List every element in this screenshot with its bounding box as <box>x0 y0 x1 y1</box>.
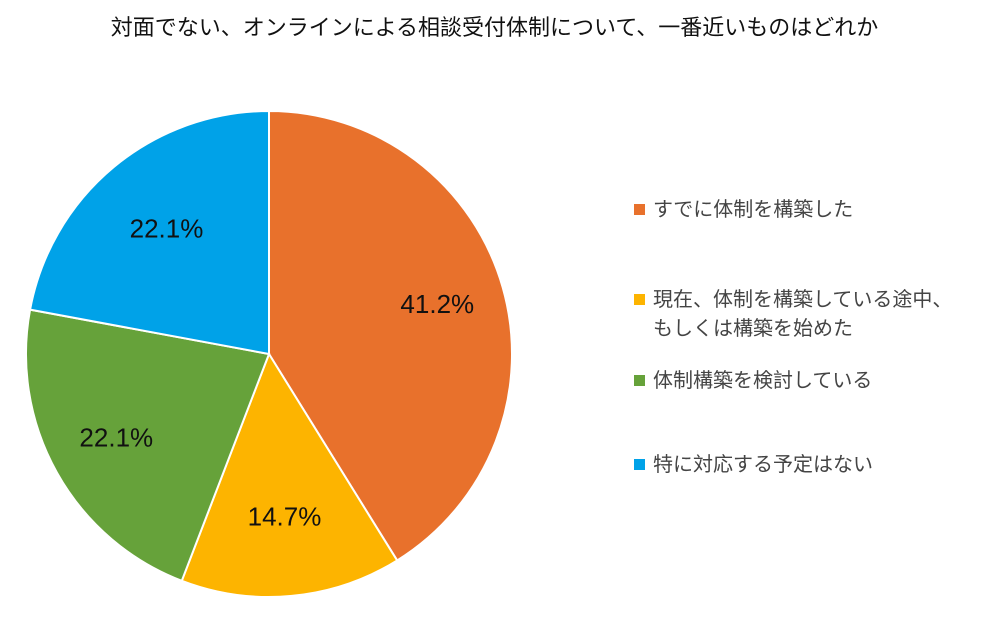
legend-item-no-plan: 特に対応する予定はない <box>634 450 873 479</box>
legend-item-in-progress: 現在、体制を構築している途中、 もしくは構築を始めた <box>634 285 952 343</box>
legend-label: すでに体制を構築した <box>653 197 854 221</box>
legend-swatch-icon <box>634 459 645 470</box>
legend-swatch-icon <box>634 375 645 386</box>
legend-swatch-icon <box>634 204 645 215</box>
data-label-in-progress: 14.7% <box>248 501 322 531</box>
chart-title: 対面でない、オンラインによる相談受付体制について、一番近いものはどれか <box>110 16 879 41</box>
pie-slice-no-plan <box>28 109 270 356</box>
legend-label: 体制構築を検討している <box>653 368 873 392</box>
data-label-no-plan: 22.1% <box>130 214 204 244</box>
pie-data-labels: 41.2% 14.7% 22.1% 22.1% <box>79 214 474 532</box>
pie-slice-built <box>268 109 513 562</box>
pie-slice-considering <box>25 308 271 583</box>
pie-slice-in-progress <box>180 351 399 598</box>
legend-item-built: すでに体制を構築した <box>634 195 853 224</box>
legend-label: 特に対応する予定はない <box>653 452 873 476</box>
legend-label: 現在、体制を構築している途中、 もしくは構築を始めた <box>653 287 953 340</box>
data-label-built: 41.2% <box>400 289 474 319</box>
data-label-considering: 22.1% <box>79 422 153 452</box>
legend-item-considering: 体制構築を検討している <box>634 366 872 395</box>
legend-swatch-icon <box>634 294 645 305</box>
pie-slices <box>25 109 513 598</box>
